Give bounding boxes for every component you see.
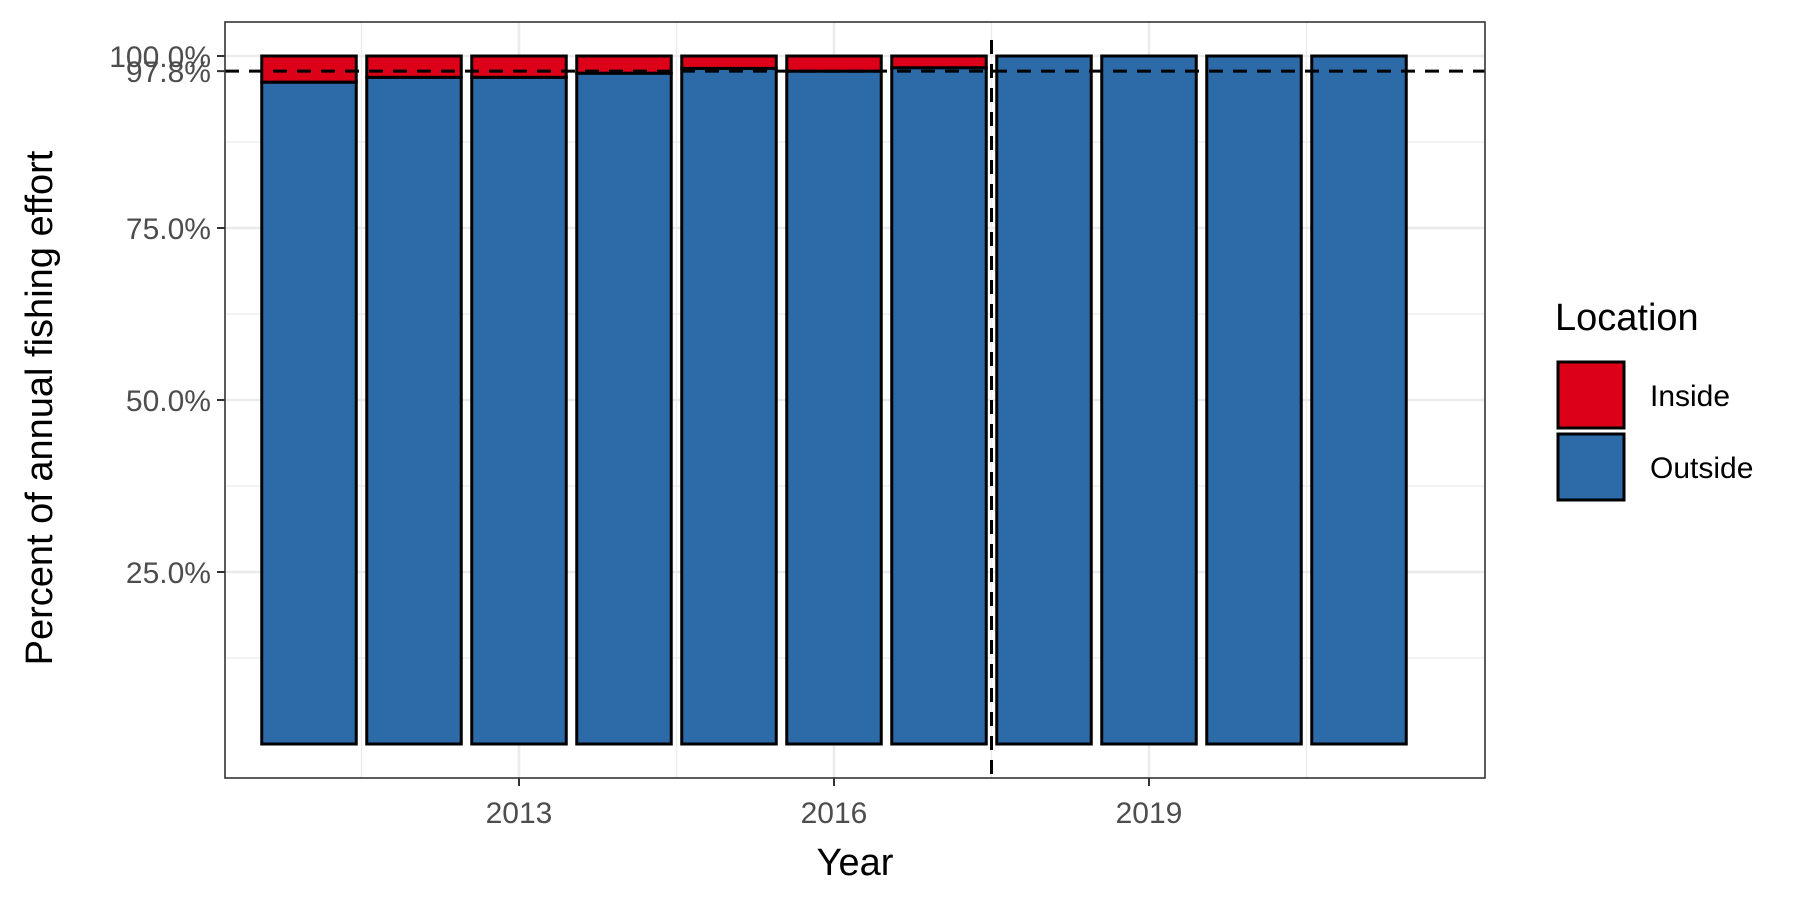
legend: Location Inside Outside — [1555, 297, 1753, 502]
bar-outside-2019 — [1100, 54, 1198, 746]
y-tick-label: 100.0% — [109, 41, 211, 74]
bar-inside-2016 — [785, 54, 883, 73]
y-axis-title: Percent of annual fishing effort — [19, 150, 61, 665]
axis-ticks — [217, 55, 1150, 786]
bar-outside-2013 — [470, 75, 568, 746]
legend-key-inside — [1556, 360, 1626, 430]
bar-inside-2012 — [365, 54, 463, 79]
bar-inside-2013 — [470, 54, 568, 79]
bar-outside-2017 — [890, 66, 988, 746]
bar-inside-2011 — [260, 54, 358, 84]
legend-label-outside: Outside — [1650, 452, 1753, 485]
y-tick-label: 50.0% — [126, 385, 211, 418]
bar-outside-2016 — [785, 69, 883, 746]
bar-inside-2015 — [680, 54, 778, 70]
x-tick-label: 2016 — [801, 797, 868, 830]
bar-outside-2011 — [260, 80, 358, 746]
legend-key-outside — [1556, 432, 1626, 502]
bar-outside-2015 — [680, 66, 778, 746]
x-tick-label: 2013 — [486, 797, 553, 830]
bar-outside-2021 — [1310, 54, 1408, 746]
y-tick-label: 75.0% — [126, 213, 211, 246]
bar-outside-2014 — [575, 71, 673, 746]
legend-label-inside: Inside — [1650, 380, 1730, 413]
legend-title: Location — [1555, 297, 1699, 339]
y-tick-label: 97.8% — [126, 56, 211, 89]
y-tick-label: 25.0% — [126, 557, 211, 590]
bar-inside-2014 — [575, 54, 673, 75]
bar-outside-2020 — [1205, 54, 1303, 746]
bar-outside-2012 — [365, 75, 463, 746]
bars-layer — [260, 54, 1408, 746]
legend-items: Inside Outside — [1556, 360, 1753, 502]
bar-outside-2018 — [995, 54, 1093, 746]
y-tick-labels: 25.0% 50.0% 75.0% 97.8%100.0% — [109, 41, 211, 590]
x-axis-title: Year — [817, 842, 894, 884]
x-tick-labels: 2013 2016 2019 — [486, 797, 1183, 830]
reference-lines — [225, 40, 1485, 780]
bar-inside-2017 — [890, 54, 988, 70]
x-tick-label: 2019 — [1116, 797, 1183, 830]
